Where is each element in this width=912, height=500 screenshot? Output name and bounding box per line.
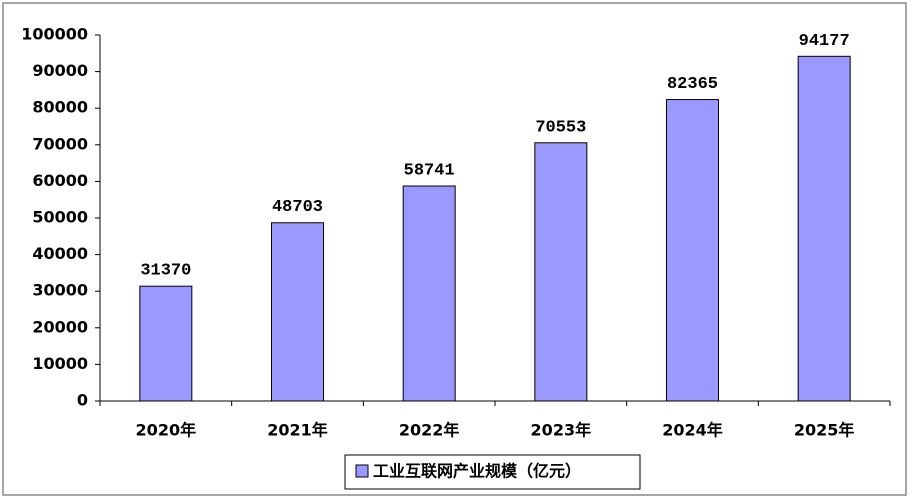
bar [797, 55, 851, 402]
legend-label: 工业互联网产业规模（亿元） [373, 462, 581, 481]
data-label: 94177 [799, 32, 850, 51]
y-tick-label: 10000 [32, 354, 88, 373]
y-tick-label: 50000 [32, 208, 88, 227]
x-tick-label: 2023年 [531, 421, 592, 440]
bar [534, 142, 588, 402]
legend-swatch [355, 464, 369, 478]
y-tick-label: 60000 [32, 171, 88, 190]
y-tick-label: 40000 [32, 244, 88, 263]
y-tick-label: 20000 [32, 317, 88, 336]
y-tick-label: 100000 [21, 25, 88, 44]
data-label: 48703 [272, 198, 323, 217]
x-tick-label: 2024年 [662, 421, 723, 440]
data-label: 58741 [404, 161, 455, 180]
data-label: 70553 [535, 118, 586, 137]
bar [402, 185, 456, 402]
data-label: 31370 [140, 262, 191, 281]
data-label: 82365 [667, 75, 718, 94]
y-tick-label: 30000 [32, 281, 88, 300]
y-tick-label: 90000 [32, 61, 88, 80]
x-tick-label: 2022年 [399, 421, 460, 440]
y-tick-label: 80000 [32, 98, 88, 117]
x-tick-label: 2020年 [136, 421, 197, 440]
legend-box [344, 454, 641, 490]
bar [666, 99, 719, 402]
x-tick-label: 2025年 [794, 421, 855, 440]
y-tick-label: 70000 [32, 134, 88, 153]
bar [139, 285, 193, 402]
bar [271, 222, 324, 402]
x-tick-label: 2021年 [267, 421, 328, 440]
y-tick-label: 0 [77, 391, 88, 410]
